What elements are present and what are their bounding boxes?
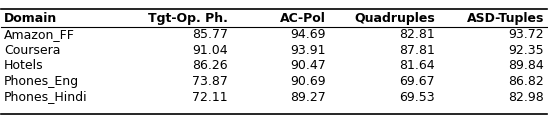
Text: 72.11: 72.11 <box>192 91 227 103</box>
Text: 93.91: 93.91 <box>290 44 326 57</box>
Text: 69.53: 69.53 <box>399 91 435 103</box>
Text: 82.81: 82.81 <box>399 28 435 41</box>
Text: 93.72: 93.72 <box>508 28 544 41</box>
Text: 91.04: 91.04 <box>192 44 227 57</box>
Text: 89.84: 89.84 <box>508 59 544 72</box>
Text: 89.27: 89.27 <box>290 91 326 103</box>
Text: 73.87: 73.87 <box>192 75 227 88</box>
Text: Coursera: Coursera <box>4 44 61 57</box>
Text: 86.26: 86.26 <box>192 59 227 72</box>
Text: 94.69: 94.69 <box>290 28 326 41</box>
Text: Phones_Eng: Phones_Eng <box>4 75 79 88</box>
Text: Tgt-Op. Ph.: Tgt-Op. Ph. <box>148 12 227 25</box>
Text: 86.82: 86.82 <box>508 75 544 88</box>
Text: Hotels: Hotels <box>4 59 44 72</box>
Text: Amazon_FF: Amazon_FF <box>4 28 75 41</box>
Text: AC-Pol: AC-Pol <box>280 12 326 25</box>
Text: 90.69: 90.69 <box>290 75 326 88</box>
Text: 90.47: 90.47 <box>290 59 326 72</box>
Text: Domain: Domain <box>4 12 58 25</box>
Text: Phones_Hindi: Phones_Hindi <box>4 91 88 103</box>
Text: 82.98: 82.98 <box>508 91 544 103</box>
Text: ASD-Tuples: ASD-Tuples <box>466 12 544 25</box>
Text: 81.64: 81.64 <box>399 59 435 72</box>
Text: Quadruples: Quadruples <box>354 12 435 25</box>
Text: 92.35: 92.35 <box>508 44 544 57</box>
Text: 87.81: 87.81 <box>399 44 435 57</box>
Text: 85.77: 85.77 <box>192 28 227 41</box>
Text: 69.67: 69.67 <box>399 75 435 88</box>
